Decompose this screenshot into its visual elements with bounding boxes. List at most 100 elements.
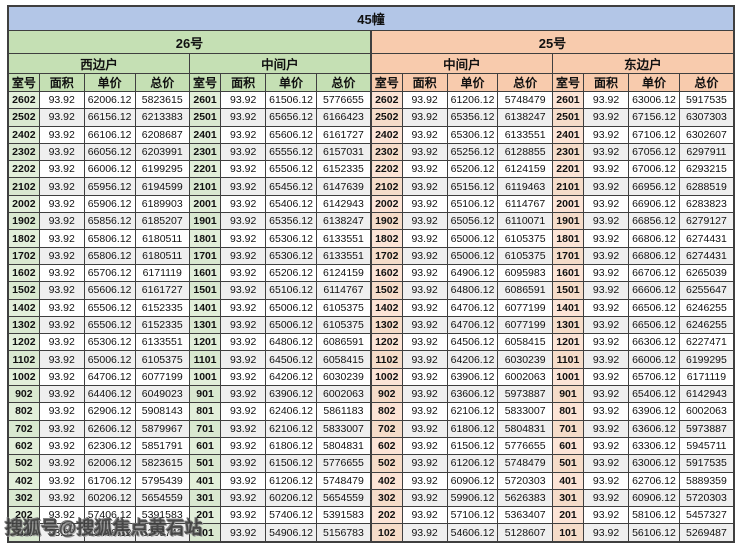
room-cell: 1102 bbox=[7, 350, 40, 369]
total-price-cell: 6138247 bbox=[497, 108, 553, 127]
unit-price-cell: 62006.12 bbox=[83, 454, 136, 473]
area-cell: 93.92 bbox=[220, 402, 267, 421]
total-price-cell: 5908143 bbox=[134, 402, 190, 421]
area-cell: 93.92 bbox=[220, 281, 267, 300]
room-cell: 202 bbox=[7, 506, 40, 525]
area-cell: 93.92 bbox=[38, 246, 85, 265]
unit-price-cell: 57406.12 bbox=[265, 506, 317, 525]
area-cell: 93.92 bbox=[38, 523, 85, 543]
room-cell: 902 bbox=[7, 385, 40, 404]
room-cell: 1202 bbox=[369, 333, 403, 352]
unit-price-cell: 65506.12 bbox=[265, 160, 317, 179]
unit-price-cell: 55406.12 bbox=[83, 523, 136, 543]
area-cell: 93.92 bbox=[38, 419, 85, 438]
unit-price-cell: 65006.12 bbox=[446, 246, 499, 265]
area-cell: 93.92 bbox=[583, 298, 630, 317]
unit-price-cell: 66606.12 bbox=[628, 281, 680, 300]
table-row: 2602 93.92 62006.12 5823615 2601 93.92 61506.1… bbox=[7, 90, 735, 110]
room-cell: 501 bbox=[188, 454, 222, 473]
room-cell: 102 bbox=[369, 523, 403, 543]
area-cell: 93.92 bbox=[401, 402, 448, 421]
table-row: 1102 93.92 65006.12 6105375 1101 93.92 64506.1… bbox=[7, 350, 735, 369]
room-cell: 1002 bbox=[7, 367, 40, 387]
unit-price-cell: 66806.12 bbox=[628, 229, 680, 248]
unit-price-cell: 65306.12 bbox=[265, 246, 317, 265]
room-cell: 402 bbox=[7, 471, 40, 490]
room-cell: 1101 bbox=[188, 350, 222, 369]
room-cell: 201 bbox=[551, 506, 585, 525]
col-header-total-price: 总价 bbox=[497, 73, 553, 92]
unit-price-cell: 64806.12 bbox=[265, 333, 317, 352]
total-price-cell: 5804831 bbox=[497, 419, 553, 438]
total-price-cell: 5917535 bbox=[678, 454, 735, 473]
room-cell: 2102 bbox=[7, 177, 40, 196]
group-header-25: 25号 bbox=[369, 30, 735, 54]
room-cell: 1101 bbox=[551, 350, 585, 369]
col-header-unit-price: 单价 bbox=[446, 73, 499, 92]
area-cell: 93.92 bbox=[401, 333, 448, 352]
room-cell: 701 bbox=[188, 419, 222, 438]
area-cell: 93.92 bbox=[583, 246, 630, 265]
room-cell: 1602 bbox=[369, 263, 403, 283]
unit-price-cell: 54606.12 bbox=[446, 523, 499, 543]
unit-price-cell: 61206.12 bbox=[446, 90, 499, 110]
unit-price-cell: 65156.12 bbox=[446, 177, 499, 196]
col-header-area: 面积 bbox=[38, 73, 85, 92]
unit-header-25-middle: 中间户 bbox=[369, 53, 553, 74]
area-cell: 93.92 bbox=[583, 523, 630, 543]
total-price-cell: 6255647 bbox=[678, 281, 735, 300]
unit-price-cell: 64706.12 bbox=[446, 298, 499, 317]
total-price-cell: 6105375 bbox=[315, 315, 372, 335]
unit-price-cell: 66156.12 bbox=[83, 108, 136, 127]
area-cell: 93.92 bbox=[401, 385, 448, 404]
room-cell: 702 bbox=[369, 419, 403, 438]
area-cell: 93.92 bbox=[401, 160, 448, 179]
area-cell: 93.92 bbox=[583, 108, 630, 127]
room-cell: 301 bbox=[551, 488, 585, 508]
unit-header-26-middle: 中间户 bbox=[188, 53, 372, 74]
area-cell: 93.92 bbox=[583, 229, 630, 248]
col-header-total-price: 总价 bbox=[678, 73, 735, 92]
total-price-cell: 6194599 bbox=[134, 177, 190, 196]
unit-price-cell: 64206.12 bbox=[265, 367, 317, 387]
col-header-unit-price: 单价 bbox=[628, 73, 680, 92]
unit-price-cell: 58106.12 bbox=[628, 506, 680, 525]
area-cell: 93.92 bbox=[38, 506, 85, 525]
room-cell: 502 bbox=[369, 454, 403, 473]
total-price-cell: 6274431 bbox=[678, 246, 735, 265]
area-cell: 93.92 bbox=[38, 177, 85, 196]
total-price-cell: 6203991 bbox=[134, 142, 190, 162]
area-cell: 93.92 bbox=[220, 177, 267, 196]
unit-price-cell: 63006.12 bbox=[628, 454, 680, 473]
room-cell: 2601 bbox=[188, 90, 222, 110]
room-cell: 601 bbox=[188, 436, 222, 456]
unit-price-cell: 66106.12 bbox=[83, 125, 136, 144]
unit-price-cell: 62306.12 bbox=[83, 436, 136, 456]
col-header-room: 室号 bbox=[7, 73, 40, 92]
table-row: 2302 93.92 66056.12 6203991 2301 93.92 65556.1… bbox=[7, 142, 735, 162]
total-price-cell: 5128607 bbox=[497, 523, 553, 543]
unit-price-cell: 66706.12 bbox=[628, 263, 680, 283]
table-row: 302 93.92 60206.12 5654559 301 93.92 60206.12 5… bbox=[7, 488, 735, 508]
unit-price-cell: 62706.12 bbox=[628, 471, 680, 490]
table-row: 2102 93.92 65956.12 6194599 2101 93.92 65456.1… bbox=[7, 177, 735, 196]
unit-price-cell: 65106.12 bbox=[446, 194, 499, 214]
unit-price-cell: 64906.12 bbox=[446, 263, 499, 283]
total-price-cell: 6288519 bbox=[678, 177, 735, 196]
total-price-cell: 6171119 bbox=[678, 367, 735, 387]
table-row: 1702 93.92 65806.12 6180511 1701 93.92 65306.1… bbox=[7, 246, 735, 265]
room-cell: 801 bbox=[188, 402, 222, 421]
unit-price-cell: 65306.12 bbox=[83, 333, 136, 352]
unit-price-cell: 66506.12 bbox=[628, 315, 680, 335]
area-cell: 93.92 bbox=[583, 454, 630, 473]
unit-price-cell: 65906.12 bbox=[83, 194, 136, 214]
room-cell: 2201 bbox=[188, 160, 222, 179]
unit-price-cell: 61806.12 bbox=[265, 436, 317, 456]
total-price-cell: 6171119 bbox=[134, 263, 190, 283]
unit-price-cell: 65556.12 bbox=[265, 142, 317, 162]
unit-price-cell: 61706.12 bbox=[83, 471, 136, 490]
area-cell: 93.92 bbox=[401, 523, 448, 543]
total-price-cell: 5804831 bbox=[315, 436, 372, 456]
table-row: 202 93.92 57406.12 5391583 201 93.92 57406.12 5… bbox=[7, 506, 735, 525]
room-cell: 201 bbox=[188, 506, 222, 525]
